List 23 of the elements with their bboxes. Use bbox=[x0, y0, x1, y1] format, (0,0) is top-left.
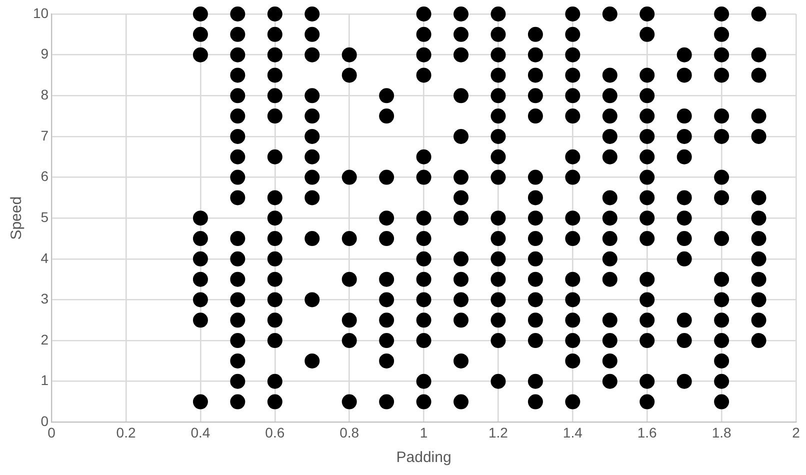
x-tick-label: 0.4 bbox=[190, 424, 210, 440]
y-tick-label: 10 bbox=[32, 4, 49, 21]
x-tick-label: 0.8 bbox=[340, 424, 360, 440]
y-tick-label: 4 bbox=[40, 250, 49, 266]
y-tick-label: 6 bbox=[40, 168, 49, 184]
x-tick-label: 1.6 bbox=[637, 424, 658, 440]
y-axis-title: Speed bbox=[8, 196, 26, 240]
y-tick-label: 2 bbox=[40, 331, 49, 348]
x-tick-label: 1.4 bbox=[562, 424, 583, 440]
y-tick-label: 8 bbox=[40, 86, 49, 102]
x-axis-title: Padding bbox=[396, 449, 452, 466]
y-tick-label: 5 bbox=[40, 208, 49, 225]
x-tick-label: 1.8 bbox=[712, 424, 732, 440]
x-tick-label: 0.2 bbox=[116, 424, 136, 440]
x-tick-label: 1 bbox=[420, 424, 428, 440]
x-tick-label: 0.6 bbox=[265, 424, 285, 440]
y-tick-label: 3 bbox=[40, 290, 49, 307]
y-tick-label: 0 bbox=[40, 413, 49, 430]
y-tick-label: 1 bbox=[40, 372, 49, 388]
x-tick-label: 1.2 bbox=[488, 424, 508, 440]
x-tick-label: 2 bbox=[792, 424, 800, 440]
y-tick-label: 7 bbox=[40, 127, 49, 144]
y-tick-label: 9 bbox=[40, 46, 49, 62]
